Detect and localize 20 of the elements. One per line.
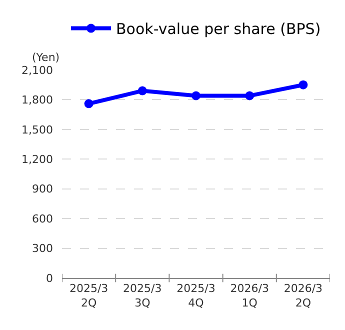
point [84, 99, 94, 108]
legend-label: Book-value per share (BPS) [116, 20, 321, 38]
point [298, 80, 308, 90]
y-tick-label: 1,800 [22, 94, 53, 107]
y-tick-label: 1,200 [22, 152, 53, 166]
y-axis-title: (Yen) [32, 51, 60, 64]
x-tick-label: 2026/3 2Q [284, 282, 323, 310]
x-tick-label: 2025/3 3Q [123, 282, 162, 310]
y-tick-label: 600 [32, 212, 53, 226]
point [245, 91, 254, 100]
y-tick-label: 900 [32, 182, 53, 196]
y-tick-label: 1,500 [22, 123, 53, 136]
x-tick-label: 2025/3 2Q [69, 282, 108, 310]
y-tick-label: 300 [32, 242, 53, 256]
x-tick-label: 2025/3 4Q [176, 282, 216, 310]
point [138, 86, 147, 96]
y-tick-label: 2,100 [22, 64, 53, 77]
point [192, 91, 200, 100]
y-tick-label: 0 [46, 272, 53, 285]
x-tick-label: 2026/3 1Q [230, 282, 269, 310]
